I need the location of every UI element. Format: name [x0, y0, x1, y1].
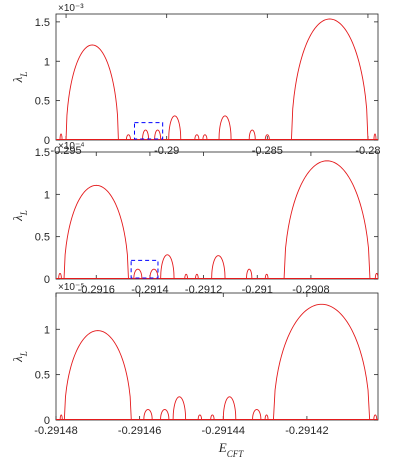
series-lobe	[154, 129, 162, 140]
series-lobe	[222, 396, 237, 420]
x-tick-label: -0.28	[355, 145, 380, 157]
series-line	[56, 18, 378, 140]
x-tick-label: -0.29	[154, 145, 179, 157]
chart-panel-bottom: -0.29148 -0.29146 -0.29144 -0.29142 0 0.5 1 ×10…	[10, 282, 379, 459]
series-lobe	[218, 115, 232, 140]
y-axis-label: λL	[10, 210, 29, 222]
series-lobe	[133, 268, 143, 279]
series-lobe	[125, 134, 131, 140]
series-lobe	[374, 272, 378, 279]
y-axis-label: λL	[10, 72, 29, 84]
series-lobe	[143, 409, 153, 420]
series-lobe	[142, 129, 150, 140]
series-lobe	[291, 18, 369, 140]
y-axis-label: λL	[10, 351, 29, 363]
series-lobe	[63, 330, 132, 420]
zoom-highlight-box	[133, 122, 164, 140]
chart-panel-top: -0.295 -0.29 -0.285 -0.28 0 0.5 1 1.5 ×10⁻³ λL	[10, 3, 380, 157]
x-tick-label: -0.29144	[202, 425, 245, 437]
series-line	[56, 303, 378, 420]
axis-exponent-label: ×10⁻³	[58, 3, 84, 14]
x-tick-label: -0.2912	[185, 284, 222, 296]
series-lobe	[59, 133, 63, 140]
y-tick-label: 1	[44, 189, 50, 201]
y-tick-label: 1.5	[35, 147, 50, 159]
series-line	[56, 160, 378, 279]
zoom-highlight-box	[130, 259, 159, 279]
x-tick-label: -0.2914	[131, 284, 168, 296]
series-lobe	[264, 273, 269, 279]
series-lobe	[273, 303, 371, 420]
x-tick-label: -0.285	[252, 145, 283, 157]
y-tick-label: 1.5	[35, 17, 50, 29]
series-lobe	[283, 160, 371, 279]
series-lobe	[59, 414, 63, 420]
series-lobe	[149, 268, 159, 279]
series-lobe	[63, 184, 129, 279]
y-tick-label: 0.5	[35, 96, 50, 108]
series-lobe	[211, 255, 226, 279]
y-tick-label: 0	[44, 274, 50, 286]
x-tick-label: -0.295	[50, 145, 81, 157]
series-lobe	[58, 272, 62, 279]
x-tick-label: -0.2908	[292, 284, 329, 296]
series-lobe	[172, 396, 187, 420]
axes-frame	[55, 151, 379, 280]
series-lobe	[202, 134, 208, 140]
x-axis-label: ECFT	[218, 440, 244, 459]
y-tick-label: 0	[44, 135, 50, 147]
series-lobe	[373, 414, 378, 420]
y-tick-label: 0.5	[35, 232, 50, 244]
axis-exponent-label: ×10⁻⁴	[58, 141, 85, 152]
x-tick-label: -0.29148	[34, 425, 77, 437]
series-lobe	[168, 115, 182, 140]
series-lobe	[252, 409, 262, 420]
series-lobe	[246, 268, 253, 279]
series-lobe	[160, 254, 175, 279]
axis-exponent-label: ×10⁻⁵	[58, 282, 84, 293]
x-tick-label: -0.29142	[285, 425, 328, 437]
series-lobe	[194, 134, 200, 140]
series-lobe	[373, 133, 377, 140]
series-lobe	[264, 414, 269, 420]
series-lobe	[248, 129, 256, 140]
y-tick-label: 0	[44, 415, 50, 427]
series-lobe	[65, 44, 119, 140]
y-tick-label: 1	[44, 324, 50, 336]
series-lobe	[195, 273, 199, 279]
series-lobe	[210, 414, 215, 420]
axes-frame	[55, 292, 379, 421]
series-lobe	[160, 409, 170, 420]
x-tick-label: -0.29146	[118, 425, 161, 437]
series-lobe	[197, 414, 202, 420]
series-lobe	[184, 273, 188, 279]
chart-panel-middle: -0.2916 -0.2914 -0.2912 -0.291 -0.290800.511…	[10, 141, 379, 296]
axes-frame	[55, 13, 379, 141]
y-tick-label: 1	[44, 56, 50, 68]
y-tick-label: 0.5	[35, 370, 50, 382]
x-tick-label: -0.291	[242, 284, 273, 296]
series-lobe	[264, 134, 270, 140]
